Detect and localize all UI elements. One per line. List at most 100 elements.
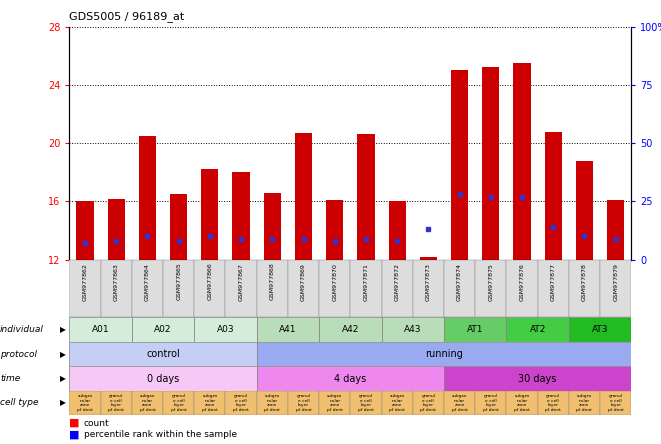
Bar: [256, 391, 288, 415]
Text: GSM977876: GSM977876: [520, 262, 525, 301]
Text: granul
e cell
layer
pf dent: granul e cell layer pf dent: [108, 394, 124, 412]
Bar: [132, 260, 163, 317]
Text: percentile rank within the sample: percentile rank within the sample: [84, 430, 237, 439]
Bar: [256, 342, 631, 366]
Bar: [475, 260, 506, 317]
Bar: [225, 260, 256, 317]
Bar: [381, 391, 412, 415]
Text: subgra
nular
zone
pf dent: subgra nular zone pf dent: [202, 394, 218, 412]
Bar: [69, 342, 256, 366]
Bar: [264, 193, 281, 260]
Text: subgra
nular
zone
pf dent: subgra nular zone pf dent: [264, 394, 280, 412]
Bar: [483, 67, 499, 260]
Text: individual: individual: [0, 325, 44, 334]
Bar: [319, 391, 350, 415]
Text: ■: ■: [69, 418, 80, 428]
Text: GSM977864: GSM977864: [145, 262, 150, 301]
Bar: [194, 317, 256, 342]
Text: count: count: [84, 419, 110, 428]
Text: GSM977879: GSM977879: [613, 262, 618, 301]
Bar: [326, 200, 343, 260]
Bar: [506, 391, 537, 415]
Text: A42: A42: [342, 325, 359, 334]
Text: GSM977866: GSM977866: [208, 262, 212, 301]
Bar: [444, 391, 475, 415]
Bar: [576, 161, 593, 260]
Bar: [412, 391, 444, 415]
Bar: [256, 366, 444, 391]
Text: GSM977874: GSM977874: [457, 262, 462, 301]
Text: A03: A03: [217, 325, 234, 334]
Text: granul
e cell
layer
pf dent: granul e cell layer pf dent: [233, 394, 249, 412]
Bar: [506, 317, 569, 342]
Bar: [194, 391, 225, 415]
Text: granul
e cell
layer
pf dent: granul e cell layer pf dent: [483, 394, 499, 412]
Text: ■: ■: [69, 429, 80, 439]
Text: GSM977878: GSM977878: [582, 262, 587, 301]
Bar: [132, 317, 194, 342]
Text: GSM977867: GSM977867: [239, 262, 244, 301]
Bar: [412, 260, 444, 317]
Text: 4 days: 4 days: [334, 373, 366, 384]
Bar: [569, 260, 600, 317]
Bar: [545, 131, 562, 260]
Bar: [506, 260, 537, 317]
Text: granul
e cell
layer
pf dent: granul e cell layer pf dent: [295, 394, 311, 412]
Bar: [358, 135, 375, 260]
Text: subgra
nular
zone
pf dent: subgra nular zone pf dent: [514, 394, 530, 412]
Text: A01: A01: [92, 325, 110, 334]
Text: GSM977873: GSM977873: [426, 262, 431, 301]
Bar: [319, 260, 350, 317]
Bar: [69, 317, 132, 342]
Text: GSM977875: GSM977875: [488, 262, 493, 301]
Text: granul
e cell
layer
pf dent: granul e cell layer pf dent: [607, 394, 623, 412]
Text: GSM977862: GSM977862: [83, 262, 87, 301]
Text: time: time: [0, 374, 20, 383]
Bar: [389, 202, 406, 260]
Text: GSM977877: GSM977877: [551, 262, 556, 301]
Text: granul
e cell
layer
pf dent: granul e cell layer pf dent: [358, 394, 374, 412]
Bar: [170, 194, 187, 260]
Text: GSM977871: GSM977871: [364, 262, 368, 301]
Bar: [256, 317, 319, 342]
Text: GSM977872: GSM977872: [395, 262, 400, 301]
Bar: [100, 260, 132, 317]
Text: AT1: AT1: [467, 325, 483, 334]
Text: subgra
nular
zone
pf dent: subgra nular zone pf dent: [327, 394, 342, 412]
Text: A41: A41: [279, 325, 297, 334]
Bar: [77, 202, 94, 260]
Bar: [607, 200, 624, 260]
Bar: [569, 317, 631, 342]
Bar: [100, 391, 132, 415]
Text: subgra
nular
zone
pf dent: subgra nular zone pf dent: [451, 394, 467, 412]
Text: subgra
nular
zone
pf dent: subgra nular zone pf dent: [139, 394, 155, 412]
Text: GDS5005 / 96189_at: GDS5005 / 96189_at: [69, 11, 184, 22]
Bar: [108, 198, 125, 260]
Bar: [569, 391, 600, 415]
Text: A02: A02: [154, 325, 172, 334]
Bar: [194, 260, 225, 317]
Bar: [537, 391, 569, 415]
Text: cell type: cell type: [0, 398, 38, 408]
Text: GSM977863: GSM977863: [114, 262, 119, 301]
Bar: [288, 260, 319, 317]
Text: granul
e cell
layer
pf dent: granul e cell layer pf dent: [171, 394, 186, 412]
Bar: [444, 317, 506, 342]
Text: GSM977869: GSM977869: [301, 262, 306, 301]
Bar: [444, 366, 631, 391]
Text: protocol: protocol: [0, 349, 37, 359]
Text: GSM977870: GSM977870: [332, 262, 337, 301]
Bar: [163, 391, 194, 415]
Text: AT3: AT3: [592, 325, 608, 334]
Bar: [233, 172, 250, 260]
Bar: [319, 317, 381, 342]
Text: running: running: [425, 349, 463, 359]
Bar: [381, 317, 444, 342]
Bar: [600, 391, 631, 415]
Bar: [420, 257, 437, 260]
Text: 0 days: 0 days: [147, 373, 179, 384]
Text: granul
e cell
layer
pf dent: granul e cell layer pf dent: [420, 394, 436, 412]
Text: subgra
nular
zone
pf dent: subgra nular zone pf dent: [389, 394, 405, 412]
Bar: [537, 260, 569, 317]
Bar: [69, 366, 256, 391]
